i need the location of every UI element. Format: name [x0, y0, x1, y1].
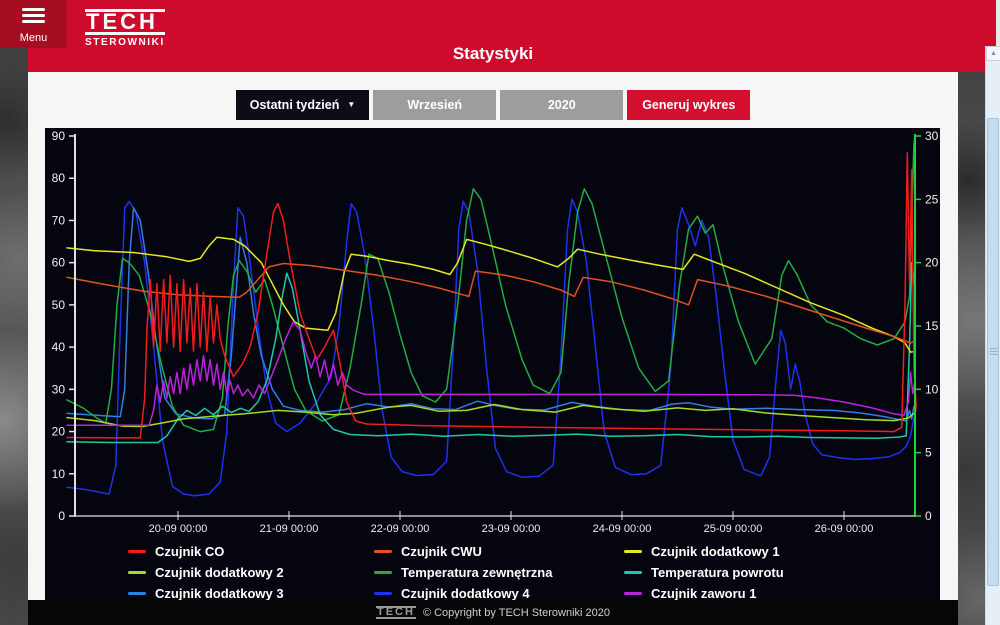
y-left-tick-label: 50 [52, 298, 66, 312]
legend-item: Temperatura zewnętrzna [374, 563, 624, 581]
x-axis-tick-label: 20-09 00:00 [149, 523, 208, 535]
y-left-tick-label: 60 [52, 256, 66, 270]
main-content: Ostatni tydzień ▼ Wrzesień 2020 Generuj … [28, 72, 958, 602]
y-right-tick-label: 20 [925, 256, 939, 270]
scroll-up-icon[interactable]: ▲ [986, 46, 1000, 61]
legend-label: Czujnik dodatkowy 2 [155, 564, 284, 580]
x-axis-tick-label: 26-09 00:00 [815, 523, 874, 535]
x-axis-tick-label: 22-09 00:00 [371, 523, 430, 535]
legend-item: Czujnik CO [128, 542, 374, 560]
legend-item: Czujnik dodatkowy 3 [128, 584, 374, 602]
footer-copyright: © Copyright by TECH Sterowniki 2020 [422, 606, 610, 619]
y-left-tick-label: 0 [58, 509, 65, 523]
y-left-tick-label: 70 [52, 213, 66, 227]
period-dropdown-label: Ostatni tydzień [249, 98, 340, 112]
month-button[interactable]: Wrzesień [373, 90, 497, 120]
year-button[interactable]: 2020 [500, 90, 624, 120]
x-axis-tick-label: 24-09 00:00 [593, 523, 652, 535]
legend-item: Czujnik zaworu 1 [624, 584, 784, 602]
y-right-tick-label: 0 [925, 509, 932, 523]
generate-chart-button[interactable]: Generuj wykres [627, 90, 751, 120]
series-czujnik-dodatkowy-4 [66, 198, 916, 497]
year-button-label: 2020 [547, 98, 576, 112]
brand-logo[interactable]: TECH STEROWNIKI [85, 9, 165, 48]
page-title: Statystyki [452, 44, 534, 63]
legend-label: Temperatura zewnętrzna [401, 564, 553, 580]
legend-item: Czujnik CWU [374, 542, 624, 560]
menu-button[interactable]: Menu [0, 0, 67, 48]
scrollbar-grip-icon [990, 348, 998, 357]
brand-name: TECH [85, 9, 165, 35]
series-temperatura-zewnetrzna [66, 135, 916, 433]
y-left-tick-label: 90 [52, 129, 66, 143]
series-temperatura-powrotu [66, 261, 916, 444]
x-axis-tick-label: 25-09 00:00 [704, 523, 763, 535]
series-czujnik-dodatkowy-1 [66, 236, 916, 353]
legend-swatch-icon [128, 591, 146, 595]
y-right-tick-label: 25 [925, 192, 939, 206]
legend-label: Czujnik CO [155, 543, 225, 559]
x-axis-tick-label: 21-09 00:00 [260, 523, 319, 535]
y-left-tick-label: 80 [52, 171, 66, 185]
legend-swatch-icon [624, 591, 642, 595]
legend-swatch-icon [374, 570, 392, 574]
legend-label: Czujnik zaworu 1 [651, 585, 757, 601]
legend-item: Czujnik dodatkowy 2 [128, 563, 374, 581]
legend-item: Czujnik dodatkowy 1 [624, 542, 784, 560]
toolbar: Ostatni tydzień ▼ Wrzesień 2020 Generuj … [28, 90, 958, 120]
y-left-tick-label: 10 [52, 467, 66, 481]
y-right-tick-label: 10 [925, 382, 939, 396]
month-button-label: Wrzesień [407, 98, 463, 112]
y-left-tick-label: 20 [52, 425, 66, 439]
y-right-tick-label: 30 [925, 129, 939, 143]
legend-swatch-icon [624, 549, 642, 553]
legend-label: Czujnik dodatkowy 3 [155, 585, 284, 601]
statistics-chart-panel: 0 10 20 30 40 50 60 70 80 90 0 5 10 15 20 25 30 20-09 00:… [45, 128, 940, 602]
scrollbar-track[interactable]: ▲ [985, 46, 1000, 625]
legend-swatch-icon [624, 570, 642, 574]
legend-item: Temperatura powrotu [624, 563, 784, 581]
app-header: TECH STEROWNIKI Statystyki [28, 0, 996, 72]
generate-chart-label: Generuj wykres [642, 98, 736, 112]
footer-brand-logo: TECH [376, 606, 416, 619]
series-czujnik-dodatkowy-2 [66, 403, 916, 428]
series-czujnik-co [66, 152, 917, 439]
chart-legend: Czujnik CO Czujnik CWU Czujnik dodatkowy 1… [128, 542, 784, 602]
series-czujnik-dodatkowy-3 [66, 207, 916, 422]
y-left-tick-label: 30 [52, 382, 66, 396]
legend-item: Czujnik dodatkowy 4 [374, 584, 624, 602]
period-dropdown[interactable]: Ostatni tydzień ▼ [235, 90, 370, 120]
legend-label: Czujnik dodatkowy 1 [651, 543, 780, 559]
chevron-down-icon: ▼ [347, 100, 356, 109]
series-czujnik-cwu [66, 262, 916, 344]
menu-label: Menu [19, 32, 48, 44]
legend-swatch-icon [128, 549, 146, 553]
brand-subtitle: STEROWNIKI [85, 37, 165, 48]
legend-label: Czujnik CWU [401, 543, 482, 559]
y-right-tick-label: 5 [925, 446, 932, 460]
y-left-tick-label: 40 [52, 340, 66, 354]
scrollbar-corner [996, 0, 1000, 46]
legend-label: Temperatura powrotu [651, 564, 784, 580]
y-right-tick-label: 15 [925, 319, 939, 333]
hamburger-icon [22, 8, 45, 26]
statistics-line-chart: 0 10 20 30 40 50 60 70 80 90 0 5 10 15 20 25 30 20-09 00:… [52, 129, 939, 535]
scrollbar-thumb[interactable] [987, 118, 999, 586]
legend-swatch-icon [374, 549, 392, 553]
series-czujnik-zaworu-1 [66, 321, 916, 426]
legend-swatch-icon [374, 591, 392, 595]
x-axis-tick-label: 23-09 00:00 [482, 523, 541, 535]
legend-swatch-icon [128, 570, 146, 574]
footer: TECH © Copyright by TECH Sterowniki 2020 [28, 600, 958, 625]
legend-label: Czujnik dodatkowy 4 [401, 585, 530, 601]
